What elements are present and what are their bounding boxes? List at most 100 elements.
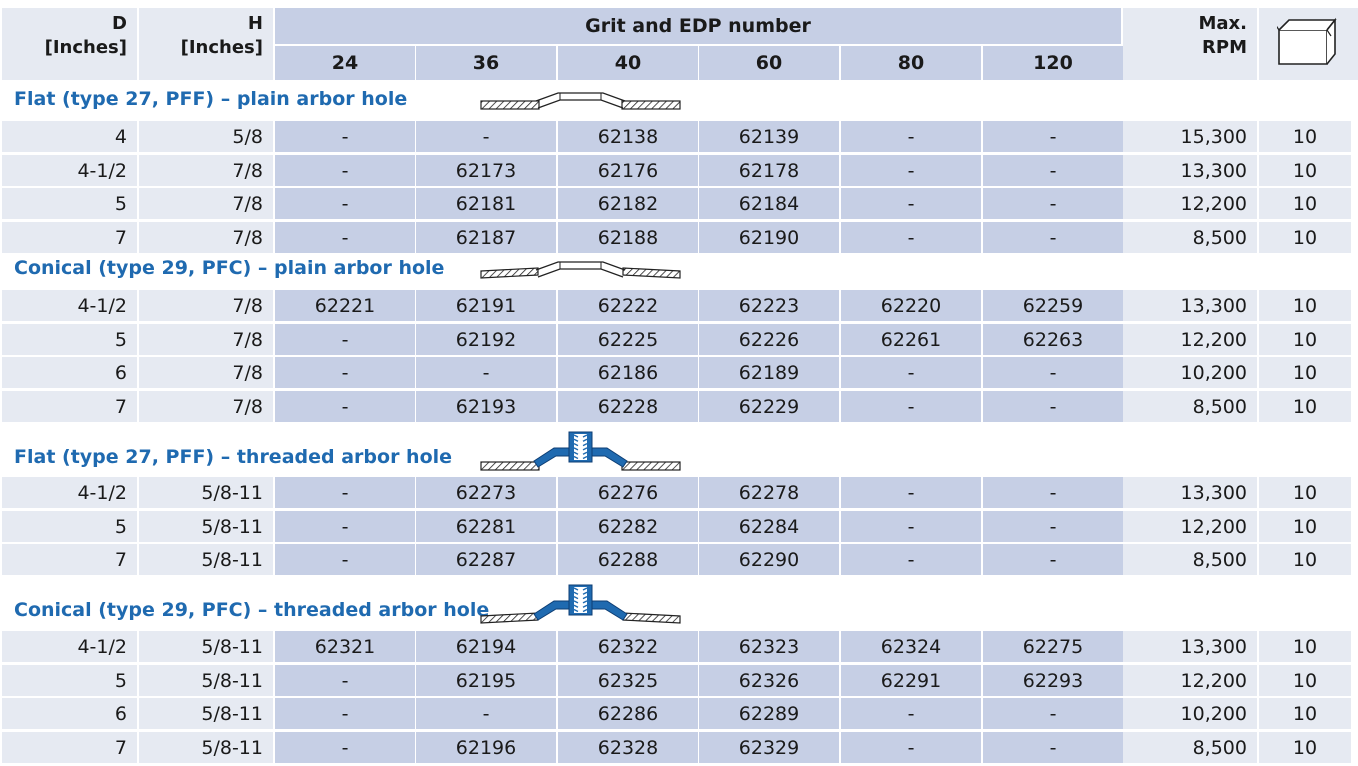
diameter-cell: 5: [2, 665, 137, 696]
pack-qty-cell: 10: [1259, 391, 1351, 422]
edp-cell-grit-24: -: [275, 188, 415, 219]
max-rpm-cell: 13,300: [1123, 631, 1257, 662]
edp-cell-grit-40: 62276: [558, 477, 698, 508]
edp-cell-grit-24: -: [275, 732, 415, 763]
diameter-cell: 7: [2, 544, 137, 575]
pack-qty-cell: 10: [1259, 665, 1351, 696]
h-header: H [Inches]: [139, 12, 263, 60]
max-rpm-cell: 13,300: [1123, 155, 1257, 186]
d-header: D [Inches]: [2, 12, 127, 60]
diameter-cell: 7: [2, 732, 137, 763]
edp-cell-grit-36: 62281: [416, 511, 556, 542]
edp-cell-grit-80: 62261: [841, 324, 981, 355]
edp-cell-grit-24: 62221: [275, 290, 415, 321]
pack-qty-cell: 10: [1259, 544, 1351, 575]
grit-header-36: 36: [416, 46, 556, 80]
edp-cell-grit-120: 62275: [983, 631, 1123, 662]
arbor-hole-cell: 7/8: [139, 391, 273, 422]
max-rpm-cell: 12,200: [1123, 665, 1257, 696]
edp-cell-grit-60: 62226: [699, 324, 839, 355]
arbor-hole-cell: 7/8: [139, 357, 273, 388]
edp-cell-grit-80: -: [841, 155, 981, 186]
arbor-hole-cell: 5/8-11: [139, 631, 273, 662]
edp-cell-grit-40: 62222: [558, 290, 698, 321]
edp-cell-grit-36: 62187: [416, 222, 556, 253]
edp-cell-grit-80: -: [841, 222, 981, 253]
edp-cell-grit-24: -: [275, 544, 415, 575]
pack-qty-cell: 10: [1259, 222, 1351, 253]
edp-cell-grit-36: 62287: [416, 544, 556, 575]
edp-cell-grit-120: -: [983, 391, 1123, 422]
h-header-unit: [Inches]: [180, 37, 263, 58]
edp-cell-grit-60: 62326: [699, 665, 839, 696]
edp-cell-grit-36: 62195: [416, 665, 556, 696]
arbor-hole-cell: 5/8-11: [139, 732, 273, 763]
pack-qty-cell: 10: [1259, 324, 1351, 355]
edp-cell-grit-40: 62188: [558, 222, 698, 253]
pack-qty-cell: 10: [1259, 732, 1351, 763]
edp-cell-grit-80: -: [841, 188, 981, 219]
grit-header-60: 60: [699, 46, 839, 80]
edp-cell-grit-36: 62194: [416, 631, 556, 662]
pack-qty-cell: 10: [1259, 357, 1351, 388]
edp-cell-grit-24: 62321: [275, 631, 415, 662]
table-row: 7 7/8-62193 62228 62229- -8,500 10: [0, 391, 1358, 422]
edp-cell-grit-80: -: [841, 121, 981, 152]
flat-disc-plain-icon: [478, 91, 683, 119]
edp-cell-grit-120: 62259: [983, 290, 1123, 321]
edp-cell-grit-24: -: [275, 357, 415, 388]
edp-cell-grit-24: -: [275, 665, 415, 696]
max-rpm-cell: 8,500: [1123, 732, 1257, 763]
header-cell-rpm: [1123, 8, 1257, 80]
arbor-hole-cell: 7/8: [139, 222, 273, 253]
h-header-label: H: [247, 13, 263, 34]
edp-cell-grit-80: 62220: [841, 290, 981, 321]
edp-cell-grit-120: 62263: [983, 324, 1123, 355]
section-title: Flat (type 27, PFF) – plain arbor hole: [14, 88, 408, 110]
edp-cell-grit-40: 62288: [558, 544, 698, 575]
table-row: 7 5/8-11-62287 62288 62290- -8,500 10: [0, 544, 1358, 575]
flat-disc-threaded-icon: [478, 430, 683, 480]
box-icon: [1277, 17, 1337, 65]
edp-cell-grit-60: 62184: [699, 188, 839, 219]
arbor-hole-cell: 5/8: [139, 121, 273, 152]
diameter-cell: 7: [2, 222, 137, 253]
rpm-header-label: Max.: [1198, 13, 1247, 34]
edp-cell-grit-80: -: [841, 477, 981, 508]
edp-cell-grit-120: -: [983, 155, 1123, 186]
max-rpm-cell: 8,500: [1123, 391, 1257, 422]
edp-cell-grit-60: 62223: [699, 290, 839, 321]
diameter-cell: 4-1/2: [2, 477, 137, 508]
edp-cell-grit-40: 62282: [558, 511, 698, 542]
edp-cell-grit-24: -: [275, 121, 415, 152]
grit-header-80: 80: [841, 46, 981, 80]
edp-cell-grit-60: 62190: [699, 222, 839, 253]
max-rpm-cell: 15,300: [1123, 121, 1257, 152]
table-row: 5 5/8-11-62281 62282 62284- -12,200 10: [0, 511, 1358, 542]
edp-cell-grit-80: -: [841, 357, 981, 388]
edp-cell-grit-120: 62293: [983, 665, 1123, 696]
arbor-hole-cell: 7/8: [139, 324, 273, 355]
rpm-header-unit: RPM: [1202, 37, 1247, 58]
arbor-hole-cell: 7/8: [139, 188, 273, 219]
edp-cell-grit-60: 62229: [699, 391, 839, 422]
max-rpm-cell: 12,200: [1123, 324, 1257, 355]
arbor-hole-cell: 5/8-11: [139, 544, 273, 575]
rpm-header: Max. RPM: [1123, 12, 1247, 60]
grit-header-40: 40: [558, 46, 698, 80]
edp-cell-grit-120: -: [983, 357, 1123, 388]
arbor-hole-cell: 5/8-11: [139, 665, 273, 696]
edp-cell-grit-36: 62193: [416, 391, 556, 422]
table-row: 4-1/2 7/8 62221 62191 62222 62223 62220 62259 13…: [0, 290, 1358, 321]
diameter-cell: 5: [2, 511, 137, 542]
diameter-cell: 7: [2, 391, 137, 422]
edp-cell-grit-24: -: [275, 698, 415, 729]
max-rpm-cell: 12,200: [1123, 511, 1257, 542]
edp-cell-grit-80: -: [841, 732, 981, 763]
pack-qty-cell: 10: [1259, 477, 1351, 508]
header-cell-d: [2, 8, 137, 80]
table-row: 4-1/2 7/8-62173 62176 62178- -13,300 10: [0, 155, 1358, 186]
max-rpm-cell: 12,200: [1123, 188, 1257, 219]
max-rpm-cell: 8,500: [1123, 544, 1257, 575]
pack-qty-cell: 10: [1259, 511, 1351, 542]
